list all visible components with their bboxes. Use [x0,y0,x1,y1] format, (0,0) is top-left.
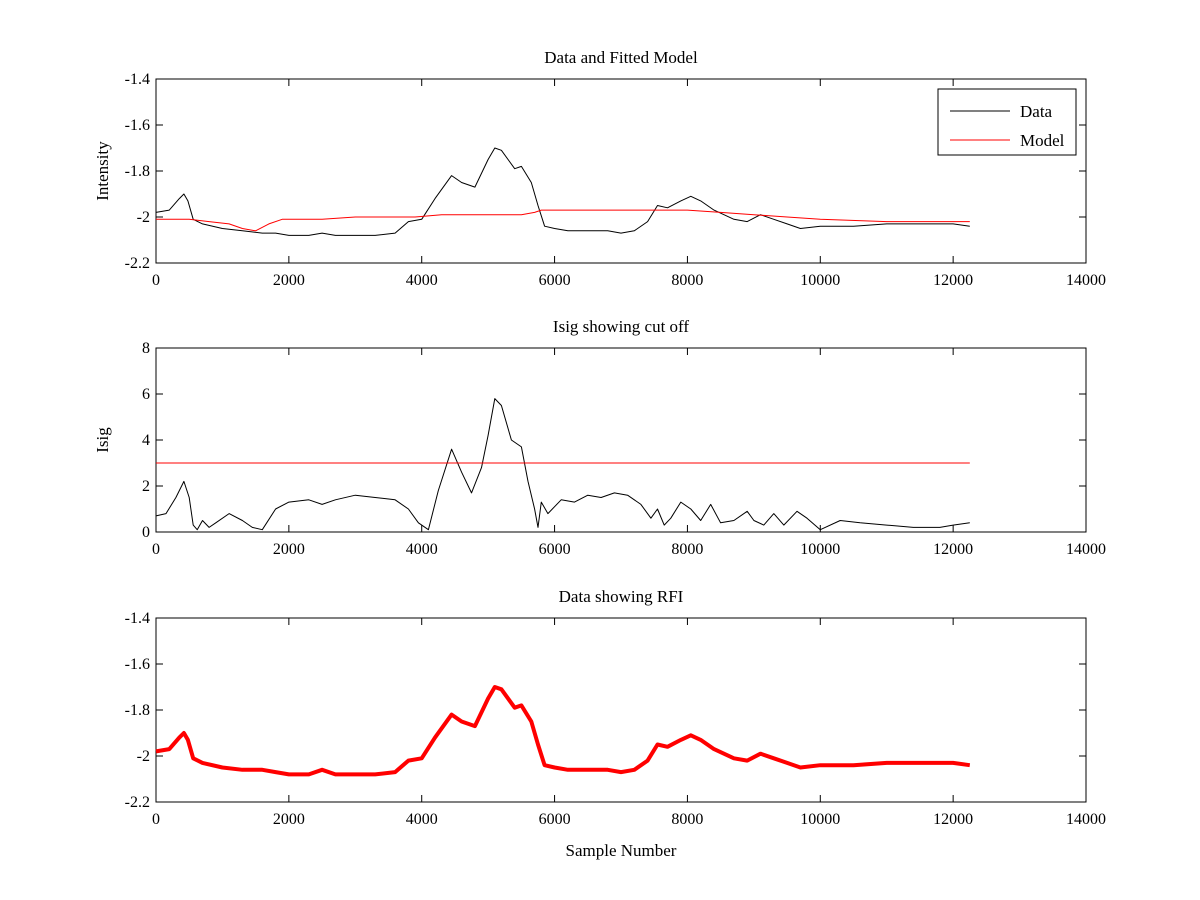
x-tick-label: 4000 [406,811,438,828]
y-tick-label: 6 [142,386,150,403]
x-tick-label: 6000 [539,541,571,558]
series-1-line [155,398,970,531]
x-tick-label: 0 [152,541,160,558]
y-tick-label: 0 [142,524,150,541]
y-tick-label: -2.2 [125,255,150,272]
y-tick-label: -1.8 [125,702,150,719]
y-tick-label: -1.8 [125,163,150,180]
y-tick-label: -2 [137,209,150,226]
x-tick-label: 12000 [933,272,973,289]
x-tick-label: 12000 [933,541,973,558]
x-axis-label: Sample Number [566,841,677,860]
legend-label-model: Model [1020,131,1065,150]
x-tick-label: 10000 [800,811,840,828]
y-tick-label: -2 [137,748,150,765]
x-tick-label: 12000 [933,811,973,828]
x-tick-label: 4000 [406,541,438,558]
x-tick-label: 2000 [273,541,305,558]
data-line [155,147,970,236]
y-tick-label: -1.4 [125,610,150,627]
x-tick-label: 0 [152,811,160,828]
chart-panel-3: 0 2000 4000 6000 8000 10000 12000 14000 -2.2 -2 -1… [125,587,1106,860]
plot-area [155,347,1087,533]
chart-title: Data showing RFI [559,587,684,606]
y-tick-label: 2 [142,478,150,495]
x-tick-label: 2000 [273,811,305,828]
x-tick-label: 8000 [671,541,703,558]
x-tick-label: 8000 [671,272,703,289]
chart-panel-2: 0 2000 4000 6000 8000 10000 12000 14000 0 2 4 6 8 Isi… [93,317,1106,558]
x-tick-label: 6000 [539,272,571,289]
x-tick-label: 4000 [406,272,438,289]
y-tick-label: 4 [142,432,150,449]
legend-label-data: Data [1020,102,1053,121]
x-tick-label: 6000 [539,811,571,828]
x-tick-label: 8000 [671,811,703,828]
x-tick-label: 10000 [800,541,840,558]
legend-box [937,88,1077,156]
plot-area [155,78,1087,264]
x-tick-label: 2000 [273,272,305,289]
x-tick-label: 14000 [1066,541,1106,558]
y-tick-label: -1.6 [125,117,150,134]
y-tick-label: 8 [142,340,150,357]
chart-panel-1: 0 2000 4000 6000 8000 10000 12000 14000 -2.2 -2 -1… [93,48,1106,289]
chart-title: Data and Fitted Model [544,48,698,67]
series-1-line [155,685,971,777]
legend: Data Model [937,88,1077,156]
y-axis-label: Intensity [93,141,112,201]
y-axis-label: Isig [93,427,112,453]
x-tick-label: 14000 [1066,811,1106,828]
model-line [156,209,970,232]
y-tick-label: -2.2 [125,794,150,811]
y-tick-label: -1.6 [125,656,150,673]
x-tick-label: 10000 [800,272,840,289]
y-tick-label: -1.4 [125,71,150,88]
x-tick-label: 0 [152,272,160,289]
x-tick-label: 14000 [1066,272,1106,289]
chart-title: Isig showing cut off [553,317,689,336]
